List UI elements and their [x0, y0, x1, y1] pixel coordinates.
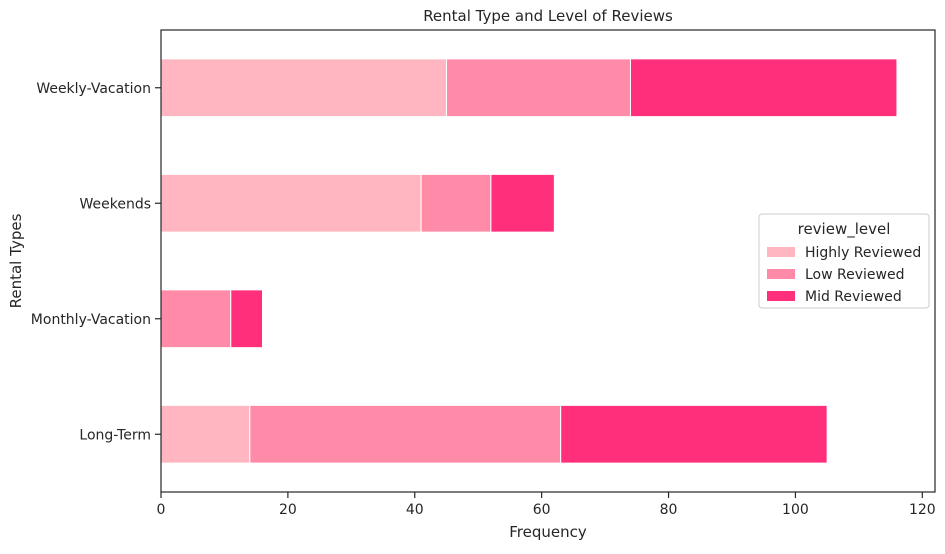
x-axis-ticks: 0 20 40 60 80 100 120 — [157, 492, 936, 518]
chart-title: Rental Type and Level of Reviews — [423, 7, 673, 25]
x-tick-label: 0 — [157, 502, 166, 518]
bar-long-term-mid-reviewed — [560, 404, 828, 464]
bar-weekly-vacation-mid-reviewed — [629, 58, 898, 118]
legend-title: review_level — [798, 220, 891, 239]
x-tick-label: 80 — [660, 502, 678, 518]
y-axis-ticks: Long-Term Monthly-Vacation Weekends Weekly-… — [31, 81, 161, 443]
legend-swatch-low-reviewed — [767, 269, 795, 279]
bar-weekly-vacation-low-reviewed — [445, 58, 631, 118]
x-tick-label: 60 — [533, 502, 551, 518]
y-tick-label-weekly-vacation: Weekly-Vacation — [36, 81, 151, 97]
y-tick-label-long-term: Long-Term — [79, 427, 151, 443]
legend-label-highly-reviewed: Highly Reviewed — [805, 245, 921, 261]
bar-long-term-low-reviewed — [249, 404, 562, 464]
x-tick-label: 20 — [279, 502, 297, 518]
x-axis-title: Frequency — [509, 523, 587, 541]
bars-layer — [160, 58, 898, 464]
legend-items: Highly Reviewed Low Reviewed Mid Reviewed — [767, 245, 921, 305]
bar-monthly-vacation-mid-reviewed — [230, 289, 264, 349]
x-tick-label: 120 — [909, 502, 936, 518]
legend-swatch-mid-reviewed — [767, 291, 795, 301]
y-tick-label-weekends: Weekends — [79, 196, 151, 212]
plot-frame — [160, 29, 936, 493]
bar-monthly-vacation-low-reviewed — [160, 289, 232, 349]
legend: review_level Highly Reviewed Low Reviewed… — [758, 213, 930, 309]
bar-weekends-highly-reviewed — [160, 173, 422, 233]
bar-long-term-highly-reviewed — [160, 404, 251, 464]
y-axis-title: Rental Types — [7, 213, 25, 308]
x-tick-label: 40 — [406, 502, 424, 518]
legend-swatch-highly-reviewed — [767, 247, 795, 257]
legend-label-mid-reviewed: Mid Reviewed — [805, 289, 902, 305]
legend-box — [758, 213, 930, 309]
bar-weekends-low-reviewed — [420, 173, 492, 233]
bar-weekly-vacation-highly-reviewed — [160, 58, 447, 118]
y-tick-label-monthly-vacation: Monthly-Vacation — [31, 312, 151, 328]
bar-weekends-mid-reviewed — [490, 173, 555, 233]
x-tick-label: 100 — [782, 502, 809, 518]
legend-label-low-reviewed: Low Reviewed — [805, 267, 904, 283]
